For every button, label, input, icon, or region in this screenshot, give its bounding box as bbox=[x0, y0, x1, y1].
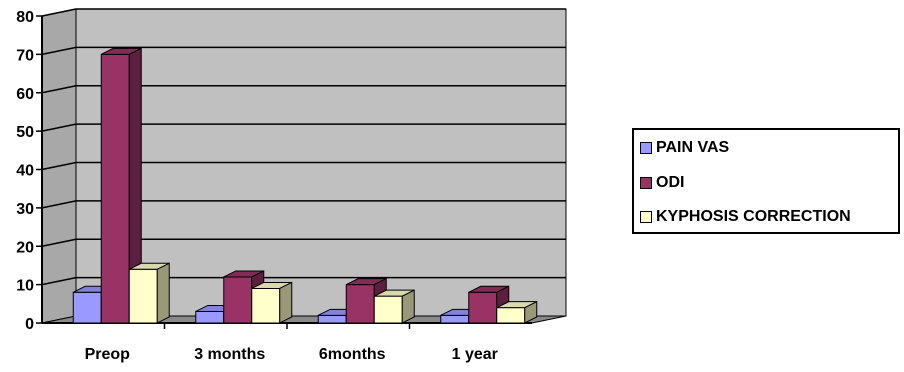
bar-front bbox=[251, 287, 281, 324]
gridline-side bbox=[41, 8, 77, 17]
gridline-side bbox=[41, 161, 77, 171]
y-tick-label: 80 bbox=[16, 9, 34, 26]
x-axis-ticks: Preop 3 months 6months 1 year bbox=[85, 323, 498, 363]
legend-label-odi: ODI bbox=[656, 174, 685, 191]
bar-front bbox=[440, 314, 470, 324]
y-tick-label: 70 bbox=[16, 47, 34, 64]
bar-side bbox=[524, 300, 538, 324]
x-tick-label: Preop bbox=[85, 346, 131, 363]
legend-swatch-kyphosis-correction bbox=[640, 211, 652, 223]
y-tick-label: 40 bbox=[16, 163, 34, 180]
x-tick-label: 6months bbox=[319, 346, 386, 363]
bar-side bbox=[401, 289, 415, 324]
bar-front bbox=[345, 284, 375, 324]
gridlines bbox=[41, 8, 566, 286]
x-tick-label: 3 months bbox=[194, 346, 265, 363]
legend-item-pain-vas: PAIN VAS bbox=[640, 138, 729, 158]
y-tick-label: 30 bbox=[16, 201, 34, 218]
gridline-side bbox=[41, 46, 77, 56]
y-tick-label: 50 bbox=[16, 124, 34, 141]
bar-side bbox=[279, 281, 293, 324]
y-tick-label: 20 bbox=[16, 239, 34, 256]
gridline-side bbox=[41, 123, 77, 132]
bar-kyphosis-correction-3 bbox=[496, 300, 538, 324]
x-tick-label: 1 year bbox=[452, 346, 498, 363]
bar-front bbox=[72, 291, 102, 324]
y-tick-label: 10 bbox=[16, 278, 34, 295]
legend-swatch-odi bbox=[640, 177, 652, 189]
legend-item-kyphosis-correction: KYPHOSIS CORRECTION bbox=[640, 207, 851, 227]
bar-front bbox=[468, 291, 498, 324]
y-tick-label: 0 bbox=[25, 316, 34, 333]
gridline-side bbox=[41, 238, 77, 247]
bar-front bbox=[195, 310, 225, 324]
legend: PAIN VAS ODI KYPHOSIS CORRECTION bbox=[632, 128, 900, 234]
bar-kyphosis-correction-0 bbox=[128, 262, 170, 324]
y-tick-label: 60 bbox=[16, 86, 34, 103]
bar-kyphosis-correction-2 bbox=[373, 289, 415, 324]
bar-front bbox=[496, 307, 526, 324]
gridline-side bbox=[41, 85, 77, 94]
legend-item-odi: ODI bbox=[640, 173, 684, 193]
bar-kyphosis-correction-1 bbox=[251, 281, 293, 324]
bar-front bbox=[128, 268, 158, 324]
bar-front bbox=[223, 276, 253, 324]
bar-front bbox=[100, 53, 130, 324]
gridline-side bbox=[41, 200, 77, 209]
bar-side bbox=[156, 262, 170, 324]
gridline-side bbox=[41, 276, 77, 286]
bar-front bbox=[373, 295, 403, 324]
legend-label-pain-vas: PAIN VAS bbox=[656, 139, 730, 156]
y-axis-ticks: 0 10 20 30 40 50 60 70 80 bbox=[16, 9, 42, 333]
bars bbox=[72, 47, 538, 324]
bar-front bbox=[317, 314, 347, 324]
legend-label-kyphosis-correction: KYPHOSIS CORRECTION bbox=[656, 208, 851, 225]
legend-swatch-pain-vas bbox=[640, 142, 652, 154]
